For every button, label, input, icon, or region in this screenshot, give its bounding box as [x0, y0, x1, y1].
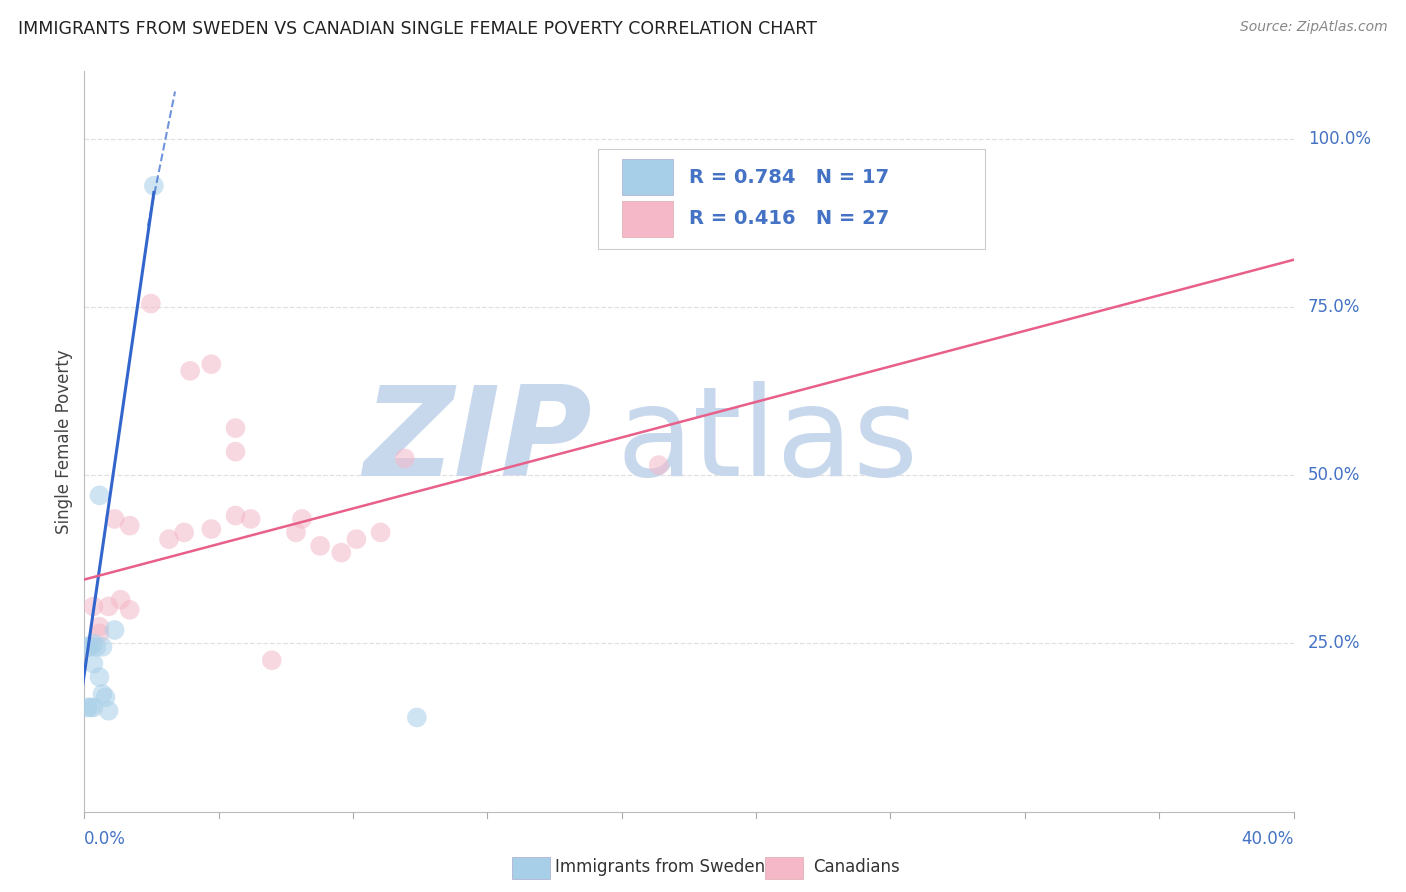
- Text: Immigrants from Sweden: Immigrants from Sweden: [555, 858, 765, 876]
- FancyBboxPatch shape: [623, 201, 673, 237]
- Point: [97, 599, 120, 614]
- Point: [97, 704, 120, 718]
- Text: 40.0%: 40.0%: [1241, 830, 1294, 848]
- FancyBboxPatch shape: [599, 149, 986, 249]
- Point: [200, 522, 222, 536]
- Text: Canadians: Canadians: [813, 858, 900, 876]
- Text: 100.0%: 100.0%: [1308, 129, 1371, 148]
- Text: 75.0%: 75.0%: [1308, 298, 1361, 316]
- Point: [406, 710, 429, 724]
- Point: [173, 525, 195, 540]
- Point: [394, 451, 416, 466]
- Point: [309, 539, 332, 553]
- Text: 25.0%: 25.0%: [1308, 634, 1361, 652]
- Text: ZIP: ZIP: [364, 381, 592, 502]
- Point: [89, 626, 111, 640]
- Point: [79, 640, 101, 654]
- Point: [94, 690, 117, 705]
- Text: IMMIGRANTS FROM SWEDEN VS CANADIAN SINGLE FEMALE POVERTY CORRELATION CHART: IMMIGRANTS FROM SWEDEN VS CANADIAN SINGL…: [18, 20, 817, 37]
- Point: [86, 640, 108, 654]
- Y-axis label: Single Female Poverty: Single Female Poverty: [55, 350, 73, 533]
- Point: [285, 525, 308, 540]
- Point: [157, 532, 180, 546]
- Point: [104, 512, 127, 526]
- Point: [76, 640, 98, 654]
- Point: [82, 636, 104, 650]
- Point: [648, 458, 671, 472]
- Point: [225, 508, 247, 523]
- Point: [330, 546, 353, 560]
- Point: [291, 512, 314, 526]
- Point: [346, 532, 368, 546]
- Point: [260, 653, 283, 667]
- Point: [118, 518, 141, 533]
- Text: 0.0%: 0.0%: [84, 830, 127, 848]
- Point: [76, 700, 98, 714]
- Point: [82, 700, 104, 714]
- Text: R = 0.784   N = 17: R = 0.784 N = 17: [689, 168, 889, 186]
- Point: [89, 488, 111, 502]
- Text: Source: ZipAtlas.com: Source: ZipAtlas.com: [1240, 20, 1388, 34]
- Point: [370, 525, 392, 540]
- Point: [89, 619, 111, 633]
- Point: [200, 357, 222, 371]
- Point: [179, 364, 201, 378]
- Point: [118, 603, 141, 617]
- Text: atlas: atlas: [616, 381, 918, 502]
- Point: [225, 421, 247, 435]
- Point: [239, 512, 262, 526]
- FancyBboxPatch shape: [623, 159, 673, 195]
- Point: [104, 623, 127, 637]
- Text: 50.0%: 50.0%: [1308, 467, 1361, 484]
- Point: [110, 592, 132, 607]
- Point: [139, 296, 162, 310]
- Point: [91, 640, 114, 654]
- Point: [142, 178, 165, 193]
- Point: [79, 700, 101, 714]
- Text: R = 0.416   N = 27: R = 0.416 N = 27: [689, 210, 889, 228]
- Point: [225, 444, 247, 458]
- Point: [82, 657, 104, 671]
- Point: [91, 687, 114, 701]
- Point: [89, 670, 111, 684]
- Point: [82, 599, 104, 614]
